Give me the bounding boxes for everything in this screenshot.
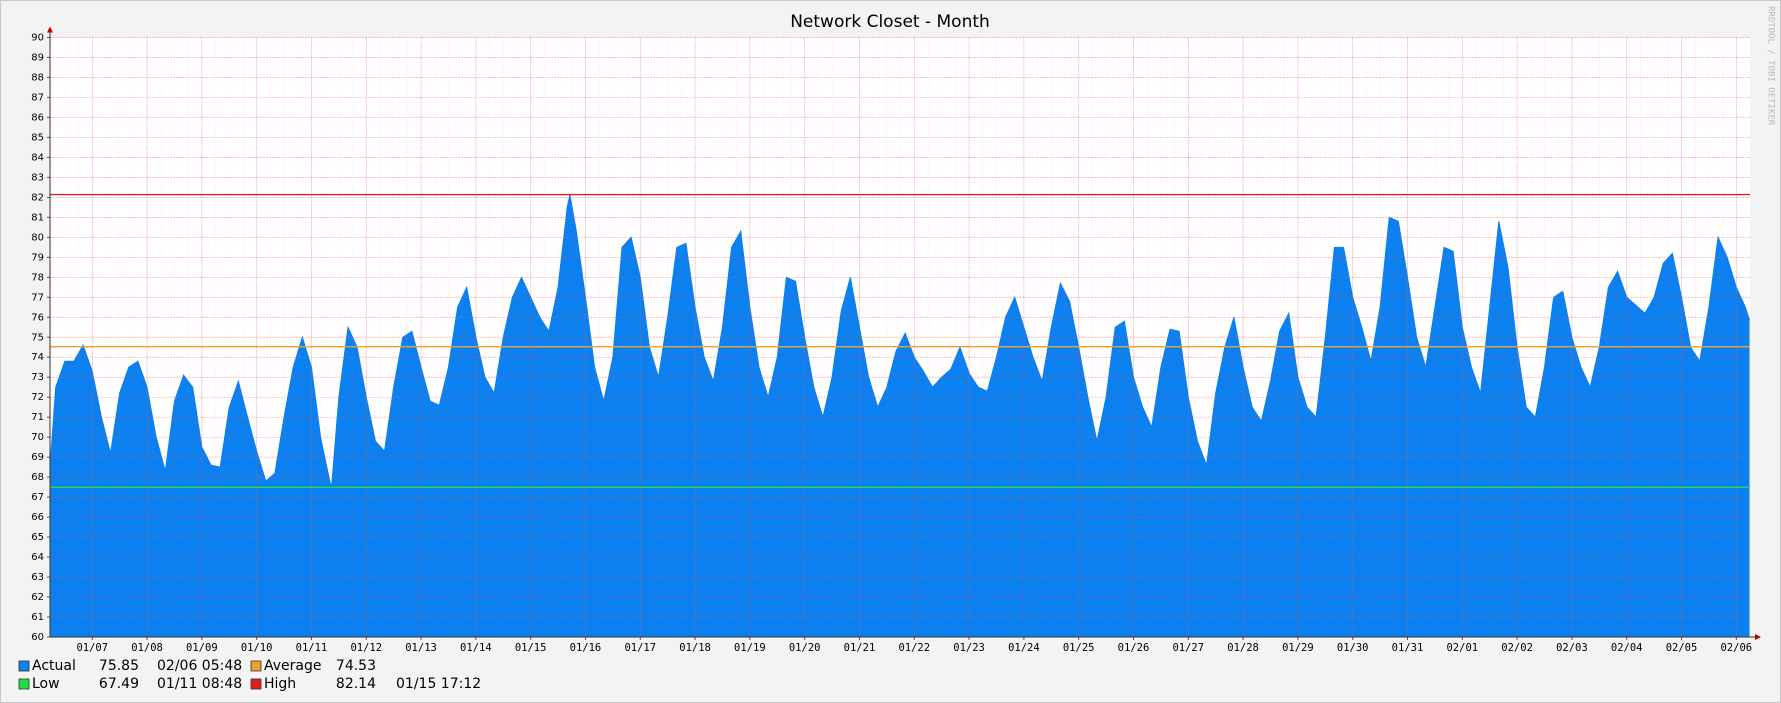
chart-title: Network Closet - Month [790,12,990,32]
x-tick-label: 01/22 [898,642,930,654]
y-tick-label: 87 [31,92,44,103]
legend-swatch [18,660,30,672]
x-tick-label: 01/23 [953,642,985,654]
y-tick-label: 76 [31,312,44,323]
legend-value: 67.49 [99,676,139,692]
y-tick-label: 77 [31,292,44,303]
y-tick-label: 86 [31,112,44,123]
minor-grid [50,37,1750,637]
y-tick-label: 78 [31,272,44,283]
y-arrow [47,26,53,33]
y-tick-label: 61 [31,612,44,623]
legend-swatch [250,660,262,672]
x-tick-label: 02/01 [1446,642,1478,654]
y-tick-label: 69 [31,452,44,463]
x-tick-label: 01/24 [1008,642,1040,654]
x-tick-label: 01/19 [734,642,766,654]
legend-value: 74.53 [336,658,376,674]
x-tick-label: 01/21 [844,642,876,654]
watermark: RRDTOOL / TOBI OETIKER [1766,6,1776,126]
x-tick-label: 01/07 [76,642,108,654]
legend-time: 01/15 17:12 [396,676,481,692]
y-tick-label: 83 [31,172,44,183]
y-tick-label: 64 [31,552,44,563]
x-tick-label: 01/30 [1337,642,1369,654]
y-tick-label: 74 [31,352,44,363]
y-tick-label: 67 [31,492,44,503]
legend-value: 82.14 [336,676,376,692]
y-tick-label: 72 [31,392,44,403]
y-tick-label: 66 [31,512,44,523]
y-tick-label: 62 [31,592,44,603]
y-tick-label: 81 [31,212,44,223]
legend-swatch [250,678,262,690]
x-tick-label: 02/05 [1666,642,1698,654]
x-arrow [1755,634,1761,640]
x-tick-label: 01/12 [350,642,382,654]
legend-label: Average [264,658,322,674]
x-tick-label: 02/03 [1556,642,1588,654]
x-tick-label: 01/28 [1227,642,1259,654]
x-tick-label: 01/25 [1063,642,1095,654]
x-tick-label: 01/31 [1392,642,1424,654]
y-tick-label: 70 [31,432,44,443]
y-tick-label: 80 [31,232,44,243]
x-tick-label: 01/29 [1282,642,1314,654]
x-tick-label: 01/18 [679,642,711,654]
x-tick-label: 01/17 [624,642,656,654]
x-tick-label: 01/08 [131,642,163,654]
legend-value: 75.85 [99,658,139,674]
x-tick-label: 01/11 [296,642,328,654]
y-tick-label: 63 [31,572,44,583]
y-tick-label: 71 [31,412,44,423]
legend-label: Actual [32,658,76,674]
x-tick-label: 02/06 [1720,642,1752,654]
x-tick-label: 02/02 [1501,642,1533,654]
y-tick-label: 84 [31,152,44,163]
legend-label: Low [32,676,60,692]
x-tick-label: 01/26 [1118,642,1150,654]
x-tick-label: 01/15 [515,642,547,654]
y-tick-label: 89 [31,52,44,63]
y-tick-label: 65 [31,532,44,543]
y-tick-label: 82 [31,192,44,203]
y-tick-label: 60 [31,632,44,643]
x-tick-label: 01/20 [789,642,821,654]
x-tick-label: 01/10 [241,642,273,654]
x-tick-label: 01/09 [186,642,218,654]
y-tick-label: 90 [31,33,44,44]
y-tick-label: 79 [31,252,44,263]
x-tick-label: 02/04 [1611,642,1643,654]
legend-swatch [18,678,30,690]
legend-time: 02/06 05:48 [157,658,242,674]
x-tick-label: 01/14 [460,642,492,654]
x-tick-label: 01/16 [570,642,602,654]
legend-label: High [264,676,296,692]
legend-time: 01/11 08:48 [157,676,242,692]
y-tick-label: 88 [31,72,44,83]
y-tick-label: 85 [31,132,44,143]
x-tick-label: 01/27 [1172,642,1204,654]
y-tick-label: 75 [31,332,44,343]
y-tick-label: 68 [31,472,44,483]
x-tick-label: 01/13 [405,642,437,654]
y-tick-label: 73 [31,372,44,383]
